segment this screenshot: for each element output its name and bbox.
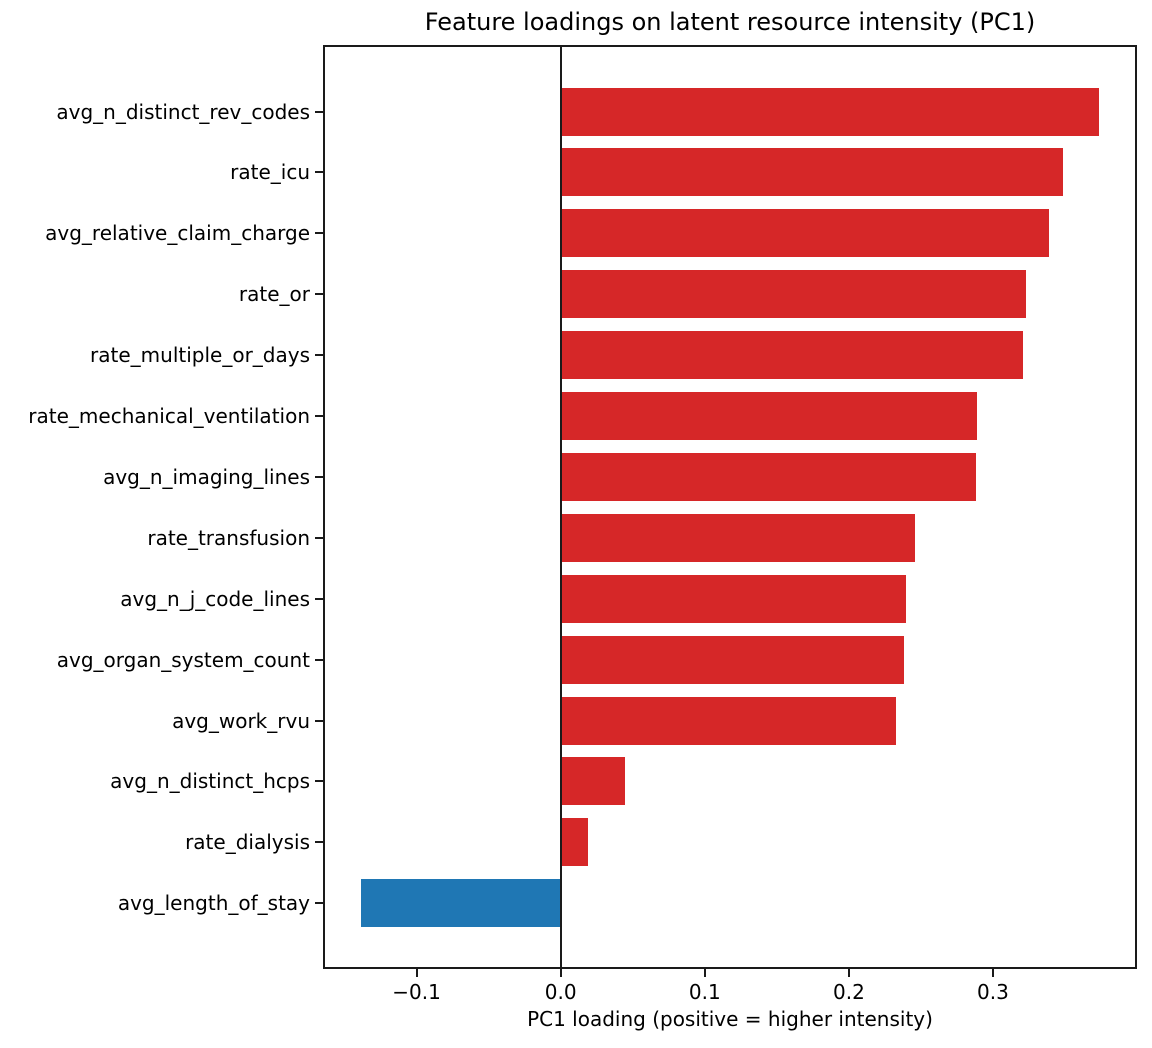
y-tick-mark xyxy=(315,780,323,783)
bar-avg_work_rvu xyxy=(560,696,897,745)
x-tick-label-0.0: 0.0 xyxy=(544,980,577,1004)
bar-rate_or xyxy=(560,270,1026,319)
y-tick-mark xyxy=(315,293,323,296)
y-tick-mark xyxy=(315,658,323,661)
x-axis-label: PC1 loading (positive = higher intensity… xyxy=(527,1007,933,1031)
x-tick-mark xyxy=(991,969,994,977)
plot-area xyxy=(323,45,1137,969)
bar-rate_dialysis xyxy=(560,818,589,867)
y-tick-mark xyxy=(315,171,323,174)
y-tick-label-rate_dialysis: rate_dialysis xyxy=(185,830,310,855)
y-tick-label-avg_n_imaging_lines: avg_n_imaging_lines xyxy=(103,464,310,489)
y-tick-label-avg_work_rvu: avg_work_rvu xyxy=(172,708,310,733)
y-tick-mark xyxy=(315,232,323,235)
chart-title: Feature loadings on latent resource inte… xyxy=(424,8,1036,36)
y-tick-label-rate_transfusion: rate_transfusion xyxy=(147,525,310,550)
y-tick-label-rate_icu: rate_icu xyxy=(230,160,310,185)
y-tick-mark xyxy=(315,354,323,357)
bar-avg_organ_system_count xyxy=(560,635,904,684)
y-tick-label-avg_length_of_stay: avg_length_of_stay xyxy=(117,891,310,916)
bar-avg_n_imaging_lines xyxy=(560,452,976,501)
y-tick-mark xyxy=(315,719,323,722)
x-tick-mark xyxy=(415,969,418,977)
y-axis-ticks xyxy=(315,45,323,969)
bar-rate_multiple_or_days xyxy=(560,331,1024,380)
zero-line xyxy=(559,45,562,969)
y-tick-mark xyxy=(315,475,323,478)
y-tick-label-avg_n_j_code_lines: avg_n_j_code_lines xyxy=(120,586,310,611)
bar-avg_length_of_stay xyxy=(360,879,561,928)
x-tick-mark xyxy=(847,969,850,977)
x-tick-label-0.2: 0.2 xyxy=(832,980,865,1004)
y-tick-label-avg_n_distinct_hcps: avg_n_distinct_hcps xyxy=(110,769,310,794)
x-tick-mark xyxy=(559,969,562,977)
x-tick-label-0.1: 0.1 xyxy=(688,980,721,1004)
x-tick-label-−0.1: −0.1 xyxy=(392,980,441,1004)
y-tick-mark xyxy=(315,110,323,113)
y-tick-label-rate_mechanical_ventilation: rate_mechanical_ventilation xyxy=(28,404,310,428)
y-tick-label-rate_multiple_or_days: rate_multiple_or_days xyxy=(90,343,310,368)
y-tick-label-rate_or: rate_or xyxy=(238,282,310,307)
y-tick-mark xyxy=(315,841,323,844)
y-tick-mark xyxy=(315,902,323,905)
y-tick-label-avg_organ_system_count: avg_organ_system_count xyxy=(56,647,310,672)
bar-avg_n_distinct_hcps xyxy=(560,757,626,806)
y-tick-label-avg_relative_claim_charge: avg_relative_claim_charge xyxy=(45,221,310,246)
bar-avg_n_distinct_rev_codes xyxy=(560,87,1100,136)
bar-avg_n_j_code_lines xyxy=(560,574,907,623)
bar-rate_transfusion xyxy=(560,513,916,562)
y-axis-labels: avg_n_distinct_rev_codes rate_icu avg_rela… xyxy=(0,45,310,969)
bar-avg_relative_claim_charge xyxy=(560,209,1050,258)
x-tick-mark xyxy=(703,969,706,977)
bar-rate_icu xyxy=(560,148,1064,197)
x-tick-label-0.3: 0.3 xyxy=(976,980,1009,1004)
y-tick-mark xyxy=(315,536,323,539)
y-tick-label-avg_n_distinct_rev_codes: avg_n_distinct_rev_codes xyxy=(56,99,310,124)
y-tick-mark xyxy=(315,415,323,417)
bar-rate_mechanical_ventilation xyxy=(560,392,978,440)
y-tick-mark xyxy=(315,597,323,600)
